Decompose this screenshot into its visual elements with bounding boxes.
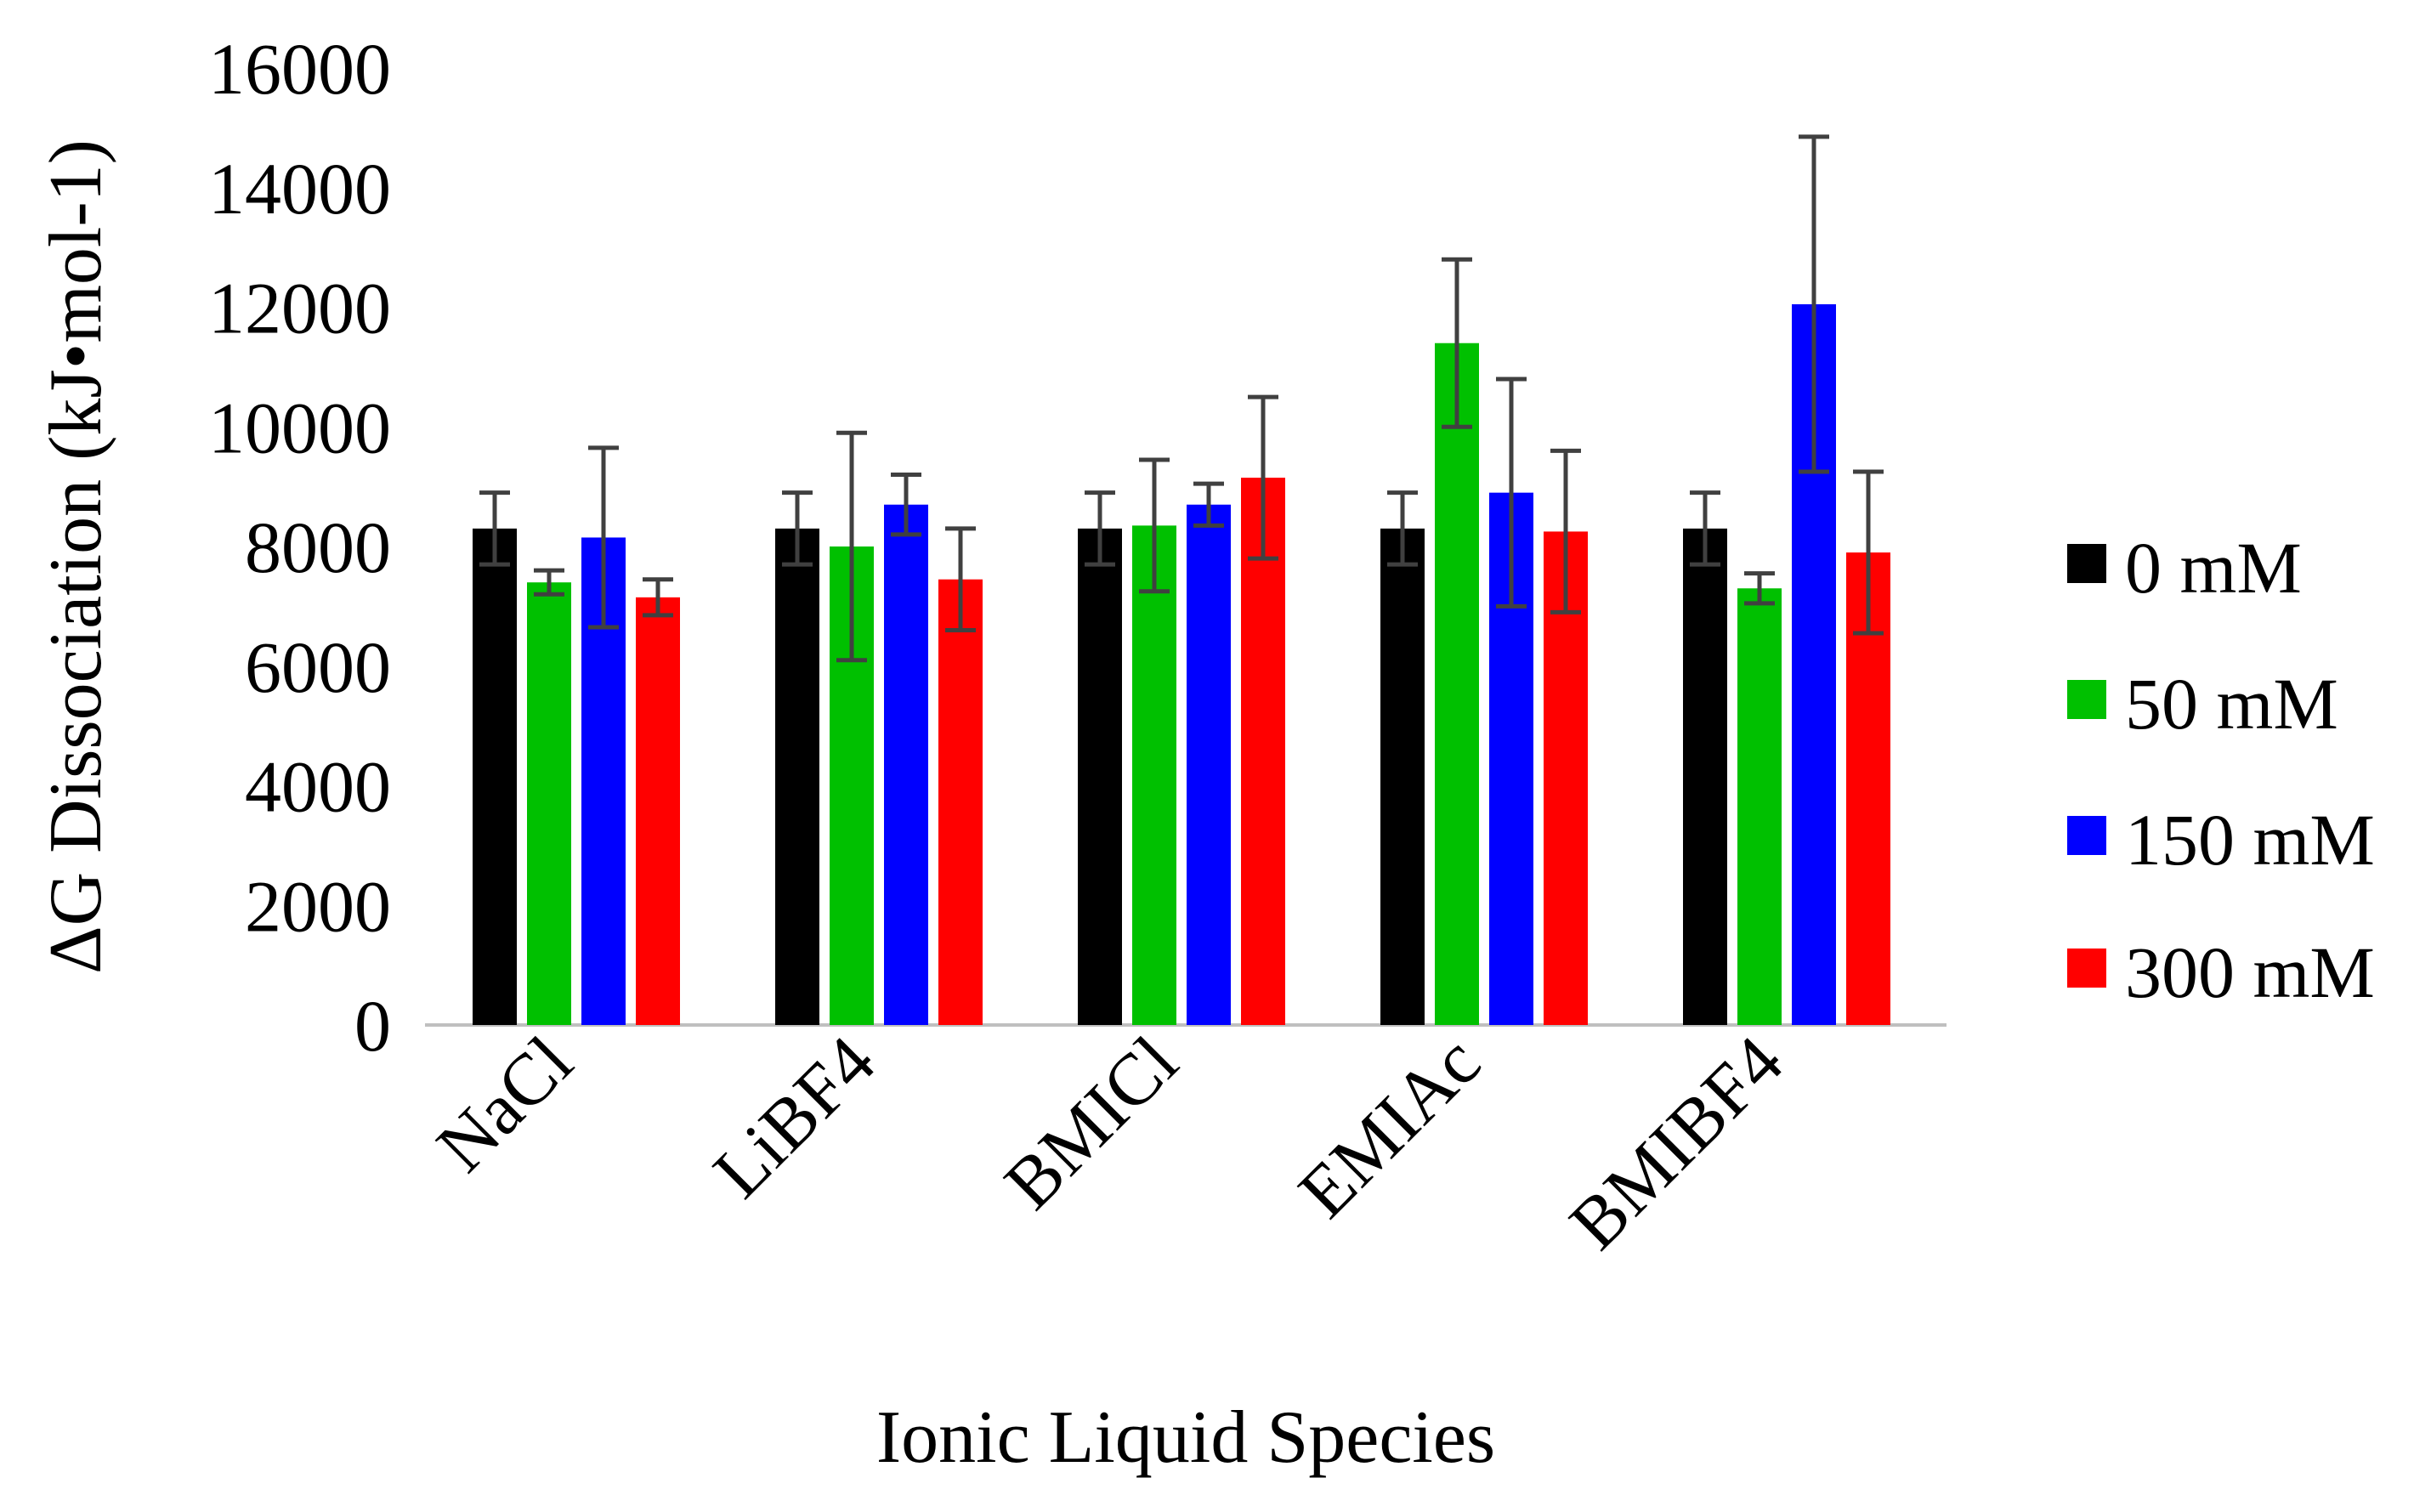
y-tick-label: 16000	[208, 28, 391, 110]
y-tick-label: 2000	[245, 865, 391, 947]
legend-label: 50 mM	[2125, 663, 2338, 745]
y-tick-label: 0	[354, 985, 391, 1067]
legend-swatch	[2067, 949, 2106, 988]
error-bar	[588, 445, 619, 630]
error-bar	[1496, 377, 1527, 609]
category-labels: NaCl LiBF4 BMICl EMIAc BMIBF4	[421, 1021, 1798, 1266]
bar-libf4-0mm	[775, 528, 819, 1025]
bar-nacl-50mm	[527, 582, 571, 1025]
bar-bmibf4-0mm	[1683, 528, 1727, 1025]
error-bar	[1799, 134, 1829, 474]
error-bar	[1085, 490, 1115, 567]
error-bar	[1442, 257, 1472, 429]
category-label: BMICl	[989, 1021, 1193, 1225]
legend-item: 50 mM	[2067, 663, 2338, 745]
bar-bmicl-300mm	[1241, 478, 1285, 1025]
y-axis-title: ΔG Dissociation (kJ•mol-1)	[35, 139, 117, 974]
bar-bmicl-150mm	[1187, 504, 1231, 1025]
error-bar	[891, 473, 921, 537]
legend: 0 mM 50 mM 150 mM 300 mM	[2067, 527, 2375, 1013]
y-tick-label: 10000	[208, 387, 391, 468]
y-tick-label: 12000	[208, 268, 391, 349]
error-bar	[1853, 469, 1884, 636]
error-bar	[1744, 571, 1775, 606]
legend-swatch	[2067, 680, 2106, 719]
error-bar	[1387, 490, 1418, 567]
error-bar	[945, 526, 976, 633]
error-bar	[1690, 490, 1720, 567]
error-bar	[1248, 394, 1278, 561]
y-tick-label: 14000	[208, 148, 391, 229]
legend-swatch	[2067, 816, 2106, 855]
error-bar	[1550, 448, 1581, 614]
error-bar	[534, 568, 564, 597]
legend-item: 150 mM	[2067, 799, 2375, 881]
bar-bmicl-0mm	[1078, 528, 1122, 1025]
bar-libf4-150mm	[884, 504, 928, 1025]
category-label: BMIBF4	[1554, 1021, 1799, 1266]
y-tick-labels: 0 2000 4000 6000 8000 10000 12000 14000 16000	[208, 28, 391, 1067]
category-label: LiBF4	[698, 1021, 891, 1214]
bar-bmicl-50mm	[1132, 525, 1176, 1025]
legend-label: 150 mM	[2125, 799, 2375, 881]
bar-emiac-0mm	[1380, 528, 1425, 1025]
legend-label: 300 mM	[2125, 932, 2375, 1013]
legend-label: 0 mM	[2125, 527, 2302, 609]
y-tick-label: 6000	[245, 626, 391, 708]
legend-item: 0 mM	[2067, 527, 2302, 609]
bar-emiac-50mm	[1435, 343, 1479, 1026]
bar-nacl-300mm	[636, 597, 680, 1025]
error-bar	[1139, 457, 1170, 594]
category-label: EMIAc	[1283, 1021, 1495, 1233]
y-tick-label: 8000	[245, 507, 391, 588]
bar-libf4-300mm	[938, 579, 983, 1025]
error-bar	[1193, 481, 1224, 528]
error-bar	[479, 490, 510, 567]
error-bar	[782, 490, 813, 567]
error-bar	[836, 430, 867, 663]
x-axis-title: Ionic Liquid Species	[876, 1396, 1495, 1479]
bar-nacl-0mm	[473, 528, 517, 1025]
bar-series	[473, 303, 1890, 1026]
bar-bmibf4-50mm	[1737, 588, 1782, 1025]
category-label: NaCl	[421, 1021, 587, 1187]
legend-swatch	[2067, 544, 2106, 583]
error-bar	[643, 577, 673, 618]
error-bars	[479, 134, 1884, 663]
legend-item: 300 mM	[2067, 932, 2375, 1013]
y-tick-label: 4000	[245, 746, 391, 828]
